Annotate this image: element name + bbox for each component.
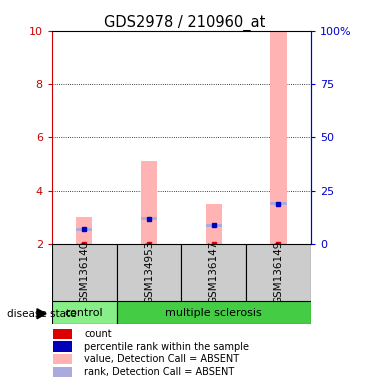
Bar	[206, 204, 222, 244]
Bar	[53, 341, 72, 352]
Text: disease state: disease state	[7, 309, 77, 319]
Bar	[53, 367, 72, 377]
Bar	[53, 354, 72, 364]
Bar	[206, 223, 222, 227]
Text: control: control	[65, 308, 104, 318]
Text: GSM134953: GSM134953	[144, 241, 154, 305]
Text: rank, Detection Call = ABSENT: rank, Detection Call = ABSENT	[84, 367, 234, 377]
Bar	[76, 228, 92, 231]
Polygon shape	[37, 309, 46, 319]
Text: count: count	[84, 329, 112, 339]
Bar	[52, 301, 117, 324]
Bar	[270, 202, 286, 205]
Text: GSM136147: GSM136147	[209, 241, 219, 305]
Text: multiple sclerosis: multiple sclerosis	[165, 308, 262, 318]
Bar	[76, 217, 92, 244]
Bar	[117, 244, 181, 301]
Text: GSM136149: GSM136149	[273, 241, 283, 305]
Bar	[181, 244, 246, 301]
Text: value, Detection Call = ABSENT: value, Detection Call = ABSENT	[84, 354, 239, 364]
Bar	[141, 217, 157, 220]
Text: GSM136140: GSM136140	[79, 241, 89, 304]
Bar	[53, 329, 72, 339]
Bar	[52, 244, 117, 301]
Bar	[246, 244, 311, 301]
Bar	[141, 161, 157, 244]
Text: percentile rank within the sample: percentile rank within the sample	[84, 341, 249, 352]
Bar	[270, 32, 286, 244]
Text: GDS2978 / 210960_at: GDS2978 / 210960_at	[104, 15, 266, 31]
Bar	[117, 301, 311, 324]
